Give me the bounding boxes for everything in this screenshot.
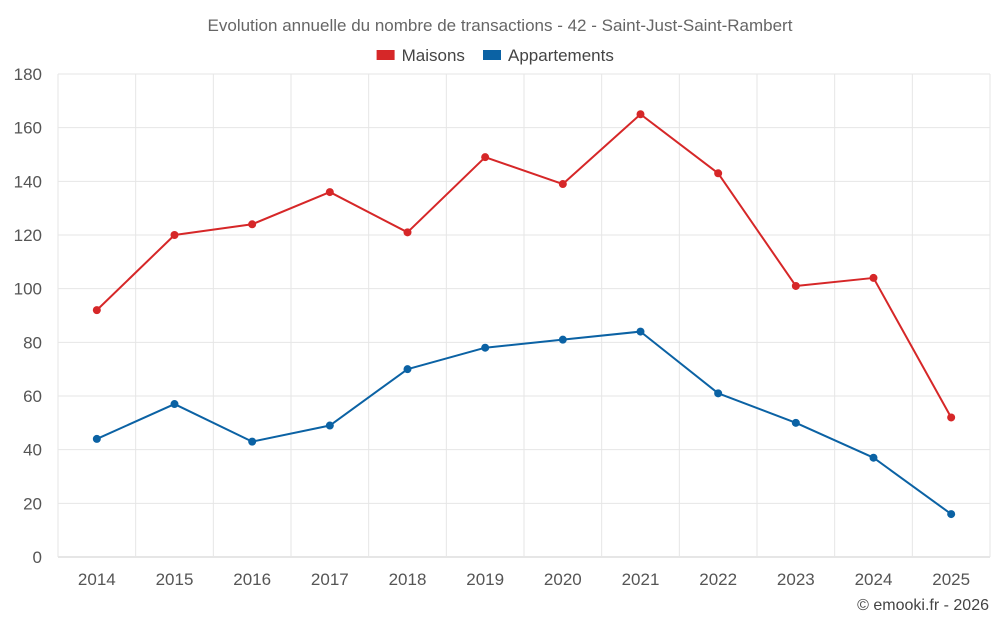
y-tick-label: 120 xyxy=(14,226,42,245)
x-tick-label: 2019 xyxy=(466,570,504,589)
y-tick-label: 60 xyxy=(23,387,42,406)
credit-text: © emooki.fr - 2026 xyxy=(857,597,989,614)
legend-label: Maisons xyxy=(402,46,465,65)
data-point[interactable] xyxy=(558,335,567,344)
data-point[interactable] xyxy=(714,389,723,398)
y-tick-label: 180 xyxy=(14,65,42,84)
data-point[interactable] xyxy=(869,273,878,282)
x-tick-label: 2015 xyxy=(156,570,194,589)
series-group xyxy=(92,110,956,519)
data-point[interactable] xyxy=(869,453,878,462)
x-tick-label: 2022 xyxy=(699,570,737,589)
series-appartements xyxy=(92,327,956,519)
x-tick-label: 2016 xyxy=(233,570,271,589)
grid xyxy=(57,73,991,558)
series-maisons xyxy=(92,110,956,422)
data-point[interactable] xyxy=(558,180,567,189)
legend-label: Appartements xyxy=(508,46,614,65)
y-tick-label: 0 xyxy=(33,548,42,567)
data-point[interactable] xyxy=(403,228,412,237)
x-tick-label: 2017 xyxy=(311,570,349,589)
legend: Maisons Appartements xyxy=(376,46,614,65)
y-tick-label: 20 xyxy=(23,494,42,513)
x-tick-label: 2020 xyxy=(544,570,582,589)
y-tick-label: 100 xyxy=(14,280,42,299)
y-axis: 0 20 40 60 80 100 120 140 160 180 xyxy=(14,65,42,567)
data-point[interactable] xyxy=(714,169,723,178)
x-tick-label: 2018 xyxy=(389,570,427,589)
data-point[interactable] xyxy=(248,437,257,446)
data-point[interactable] xyxy=(403,365,412,374)
data-point[interactable] xyxy=(481,153,490,162)
y-tick-label: 40 xyxy=(23,441,42,460)
y-tick-label: 80 xyxy=(23,333,42,352)
data-point[interactable] xyxy=(636,327,645,336)
series-line xyxy=(96,330,952,515)
data-point[interactable] xyxy=(325,188,334,197)
data-point[interactable] xyxy=(170,400,179,409)
data-point[interactable] xyxy=(947,413,956,422)
chart-title: Evolution annuelle du nombre de transact… xyxy=(208,16,793,35)
x-tick-label: 2014 xyxy=(78,570,116,589)
y-tick-label: 160 xyxy=(14,119,42,138)
series-line xyxy=(96,113,953,418)
data-point[interactable] xyxy=(636,110,645,119)
data-point[interactable] xyxy=(92,306,101,315)
x-tick-label: 2021 xyxy=(622,570,660,589)
data-point[interactable] xyxy=(481,343,490,352)
x-tick-label: 2023 xyxy=(777,570,815,589)
data-point[interactable] xyxy=(791,281,800,290)
x-tick-label: 2025 xyxy=(932,570,970,589)
y-tick-label: 140 xyxy=(14,172,42,191)
data-point[interactable] xyxy=(92,434,101,443)
legend-swatch xyxy=(376,50,395,60)
data-point[interactable] xyxy=(248,220,257,229)
data-point[interactable] xyxy=(325,421,334,430)
data-point[interactable] xyxy=(791,418,800,427)
legend-swatch xyxy=(483,50,501,60)
x-axis: 2014 2015 2016 2017 2018 2019 2020 2021 2022 2023… xyxy=(78,570,970,589)
data-point[interactable] xyxy=(170,231,179,239)
x-tick-label: 2024 xyxy=(855,570,893,589)
legend-item-appartements[interactable]: Appartements xyxy=(483,46,614,65)
data-point[interactable] xyxy=(947,510,956,519)
legend-item-maisons[interactable]: Maisons xyxy=(376,46,465,65)
